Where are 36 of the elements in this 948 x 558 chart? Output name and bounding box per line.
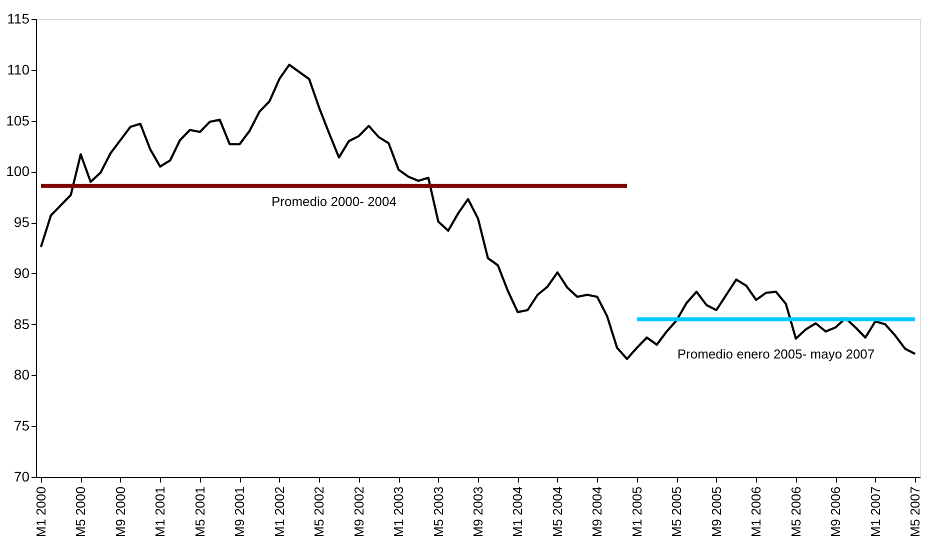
x-tick-label: M9 2006 — [828, 486, 844, 538]
x-tick-label: M9 2003 — [470, 486, 486, 538]
text: Promedio enero 2005- mayo 2007 — [677, 346, 875, 362]
x-tick-label: M9 2005 — [708, 486, 724, 538]
x-tick-label: M9 2000 — [112, 486, 128, 538]
x-tick-label: M5 2004 — [550, 486, 565, 538]
x-tick-label: M5 2007 — [908, 486, 923, 538]
x-tick-label: M5 2001 — [192, 486, 208, 538]
y-tick-label: 75 — [14, 418, 30, 434]
y-tick-label: 110 — [7, 61, 30, 78]
y-tick-label: 115 — [7, 10, 30, 26]
series-label: Promedio 2000- 2004 — [271, 194, 396, 209]
x-tick-label: M1 2006 — [748, 486, 764, 538]
x-tick-label: M1 2005 — [629, 486, 644, 538]
y-tick-label: 70 — [14, 468, 30, 484]
y-tick-label: 85 — [14, 316, 30, 332]
x-tick-label: M1 2007 — [868, 486, 883, 538]
y-tick-label: 100 — [6, 163, 30, 180]
x-tick-label: M1 2000 — [33, 486, 48, 538]
x-tick-label: M1 2001 — [152, 486, 168, 538]
y-tick-label: 90 — [14, 264, 30, 281]
x-tick-label: M1 2003 — [391, 486, 406, 538]
y-tick-label: 105 — [6, 112, 30, 128]
x-tick-label: M9 2001 — [232, 486, 248, 538]
x-tick-label: M1 2004 — [510, 486, 526, 538]
x-tick-label: M5 2002 — [312, 486, 327, 538]
line-series — [40, 64, 916, 360]
x-tick-label: M5 2003 — [430, 486, 446, 538]
x-tick-label: M9 2002 — [351, 486, 366, 538]
x-tick-label: M5 2000 — [73, 486, 88, 538]
x-tick-label: M9 2004 — [590, 486, 605, 538]
x-tick-label: M5 2006 — [788, 486, 804, 538]
x-tick-label: M5 2005 — [669, 486, 684, 538]
y-tick-label: 80 — [14, 366, 30, 383]
y-tick-label: 95 — [14, 214, 30, 230]
x-tick-label: M1 2002 — [272, 486, 287, 538]
